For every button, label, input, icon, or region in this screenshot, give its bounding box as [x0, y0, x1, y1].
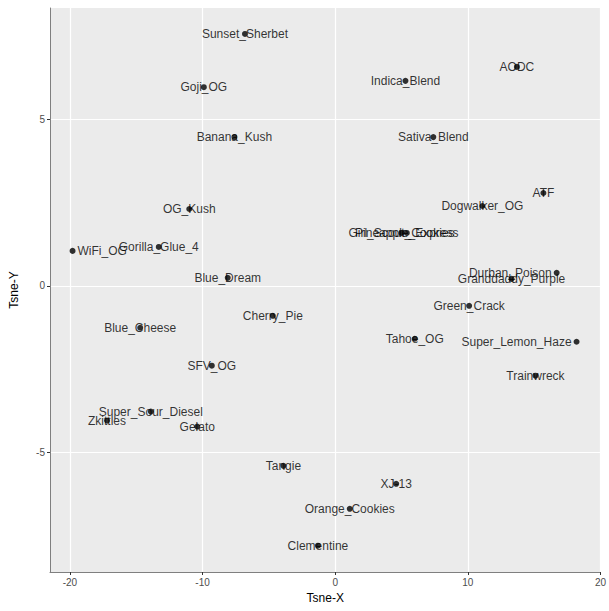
svg-text:0: 0: [39, 280, 45, 291]
svg-text:Green_Crack: Green_Crack: [433, 299, 505, 313]
svg-text:Dogwalker_OG: Dogwalker_OG: [441, 199, 523, 213]
svg-text:Orange_Cookies: Orange_Cookies: [305, 502, 395, 516]
svg-text:Granddaddy_Purple: Granddaddy_Purple: [458, 272, 566, 286]
svg-text:Pineapple_Express: Pineapple_Express: [355, 226, 458, 240]
svg-text:Blue_Cheese: Blue_Cheese: [104, 321, 176, 335]
svg-text:SFV_OG: SFV_OG: [187, 359, 236, 373]
svg-text:Cherry_Pie: Cherry_Pie: [243, 309, 303, 323]
svg-text:XJ-13: XJ-13: [380, 477, 412, 491]
svg-text:-5: -5: [36, 447, 45, 458]
svg-text:-10: -10: [195, 577, 210, 588]
svg-text:Gelato: Gelato: [180, 420, 216, 434]
svg-text:Blue_Dream: Blue_Dream: [194, 271, 261, 285]
svg-text:Clementine: Clementine: [288, 539, 349, 553]
svg-text:Tsne-Y: Tsne-Y: [7, 271, 21, 308]
svg-text:-20: -20: [63, 577, 78, 588]
svg-text:Sativa_Blend: Sativa_Blend: [398, 130, 469, 144]
svg-text:20: 20: [595, 577, 607, 588]
svg-text:Goji_OG: Goji_OG: [181, 80, 228, 94]
svg-text:5: 5: [39, 114, 45, 125]
svg-text:WiFi_OG: WiFi_OG: [78, 244, 127, 258]
svg-text:Trainwreck: Trainwreck: [506, 369, 565, 383]
svg-text:Zkittles: Zkittles: [88, 414, 126, 428]
svg-text:Tahoe_OG: Tahoe_OG: [386, 332, 444, 346]
svg-text:Tsne-X: Tsne-X: [307, 591, 344, 605]
svg-text:Sunset_Sherbet: Sunset_Sherbet: [202, 27, 289, 41]
svg-text:Super_Sour_Diesel: Super_Sour_Diesel: [98, 404, 203, 419]
svg-text:Indica_Blend: Indica_Blend: [371, 74, 440, 88]
svg-text:Gorilla_Glue_4: Gorilla_Glue_4: [119, 240, 199, 254]
svg-text:Super_Lemon_Haze: Super_Lemon_Haze: [461, 335, 571, 349]
svg-text:AODC: AODC: [500, 60, 535, 74]
svg-text:Banana_Kush: Banana_Kush: [197, 130, 272, 144]
svg-text:OG_Kush: OG_Kush: [163, 202, 216, 216]
svg-text:0: 0: [332, 577, 338, 588]
svg-text:ATF: ATF: [533, 186, 555, 200]
svg-text:Tangie: Tangie: [266, 459, 302, 473]
svg-text:10: 10: [462, 577, 474, 588]
